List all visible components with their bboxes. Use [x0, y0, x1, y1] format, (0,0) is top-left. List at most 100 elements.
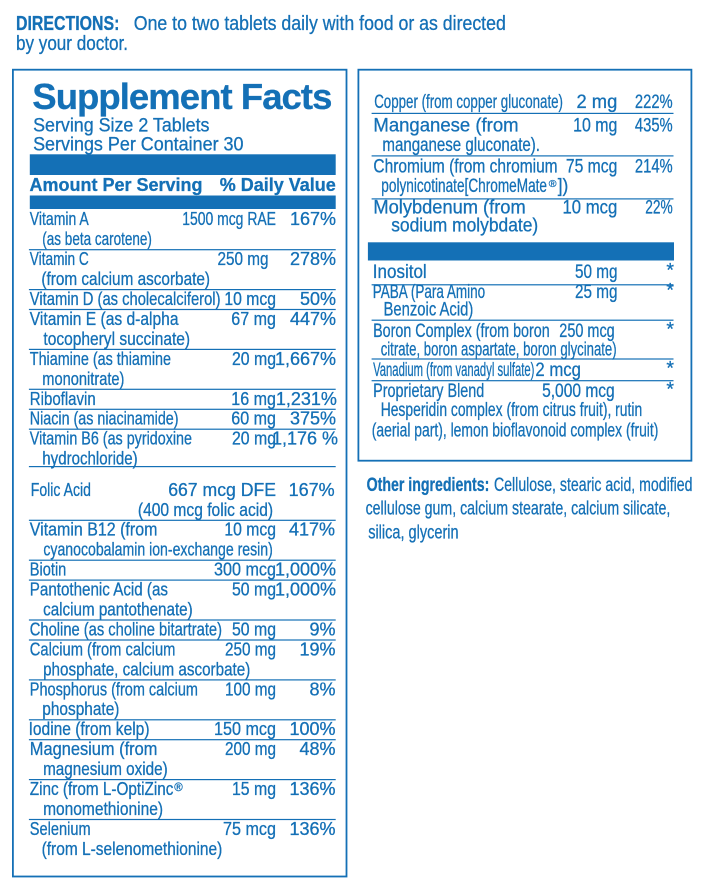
svg-text:Amount Per Serving: Amount Per Serving	[30, 175, 203, 195]
svg-text:8%: 8%	[309, 679, 335, 699]
svg-text:136%: 136%	[289, 779, 335, 799]
svg-text:200 mg: 200 mg	[225, 739, 276, 759]
svg-text:Iodine (from kelp): Iodine (from kelp)	[29, 719, 150, 739]
svg-text:75 mcg: 75 mcg	[566, 156, 617, 178]
svg-text:silica, glycerin: silica, glycerin	[368, 521, 458, 543]
svg-text:300 mcg: 300 mcg	[214, 560, 276, 580]
svg-text:*: *	[666, 319, 674, 341]
svg-text:One to two tablets daily with: One to two tablets daily with food or as…	[134, 13, 506, 35]
svg-text:cyanocobalamin ion-exchange re: cyanocobalamin ion-exchange resin)	[43, 540, 272, 560]
svg-text:Pantothenic Acid (as: Pantothenic Acid (as	[30, 580, 168, 600]
svg-text:10 mcg: 10 mcg	[224, 520, 276, 540]
svg-text:®: ®	[549, 178, 557, 190]
svg-text:Biotin: Biotin	[30, 560, 67, 580]
svg-text:Copper (from copper gluconate): Copper (from copper gluconate)	[374, 91, 563, 113]
svg-text:50 mg: 50 mg	[575, 261, 618, 283]
svg-text:Magnesium (from: Magnesium (from	[30, 739, 158, 759]
svg-text:(from L-selenomethionine): (from L-selenomethionine)	[42, 839, 223, 859]
svg-text:Vanadium (from vanadyl sulfate: Vanadium (from vanadyl sulfate)	[373, 359, 534, 381]
svg-text:Vitamin D (as cholecalciferol): Vitamin D (as cholecalciferol)	[30, 289, 221, 309]
svg-text:Riboflavin: Riboflavin	[30, 389, 96, 409]
svg-text:sodium molybdate): sodium molybdate)	[391, 215, 538, 237]
svg-text:67 mg: 67 mg	[231, 309, 276, 329]
svg-text:Zinc (from L-OptiZinc: Zinc (from L-OptiZinc	[30, 779, 174, 799]
svg-text:phosphate, calcium ascorbate): phosphate, calcium ascorbate)	[43, 659, 250, 679]
svg-text:1,000%: 1,000%	[275, 580, 336, 600]
svg-text:375%: 375%	[290, 409, 336, 429]
svg-text:100 mg: 100 mg	[225, 679, 276, 699]
svg-text:Vitamin C: Vitamin C	[30, 249, 89, 269]
svg-text:60 mg: 60 mg	[231, 409, 276, 429]
svg-text:*: *	[666, 260, 674, 282]
svg-text:Thiamine (as thiamine: Thiamine (as thiamine	[30, 349, 171, 369]
svg-text:(as beta carotene): (as beta carotene)	[42, 229, 152, 249]
svg-text:214%: 214%	[635, 156, 673, 178]
svg-text:Inositol: Inositol	[373, 261, 427, 283]
svg-text:222%: 222%	[635, 91, 673, 113]
svg-text:10 mcg: 10 mcg	[224, 289, 276, 309]
svg-text:22%: 22%	[645, 197, 673, 219]
svg-text:®: ®	[174, 782, 183, 794]
svg-text:435%: 435%	[635, 115, 673, 137]
svg-text:citrate, boron aspartate, boro: citrate, boron aspartate, boron glycinat…	[381, 338, 617, 360]
svg-text:phosphate): phosphate)	[42, 699, 119, 719]
svg-text:9%: 9%	[309, 620, 335, 640]
svg-text:Servings Per Container 30: Servings Per Container 30	[33, 135, 243, 156]
svg-text:167%: 167%	[290, 209, 336, 229]
svg-text:75 mcg: 75 mcg	[223, 819, 276, 839]
svg-text:278%: 278%	[290, 249, 336, 269]
svg-text:136%: 136%	[289, 819, 335, 839]
svg-text:1,231%: 1,231%	[276, 389, 337, 409]
svg-text:by your doctor.: by your doctor.	[16, 33, 128, 55]
svg-text:Folic Acid: Folic Acid	[31, 480, 91, 500]
svg-text:Vitamin E (as d-alpha: Vitamin E (as d-alpha	[30, 309, 180, 329]
svg-text:PABA (Para Amino: PABA (Para Amino	[373, 281, 485, 303]
svg-text:2 mg: 2 mg	[577, 91, 618, 113]
svg-text:48%: 48%	[299, 739, 335, 759]
svg-text:Chromium (from chromium: Chromium (from chromium	[373, 156, 557, 178]
svg-text:monomethionine): monomethionine)	[43, 799, 163, 819]
svg-text:19%: 19%	[299, 639, 335, 659]
svg-text:417%: 417%	[289, 520, 335, 540]
svg-text:25 mg: 25 mg	[575, 281, 618, 303]
svg-text:1,000%: 1,000%	[275, 560, 336, 580]
svg-text:% Daily Value: % Daily Value	[220, 175, 336, 195]
svg-text:Cellulose, stearic acid, modif: Cellulose, stearic acid, modified	[494, 474, 693, 496]
svg-text:Selenium: Selenium	[30, 819, 91, 839]
svg-text:]): ])	[558, 175, 569, 197]
svg-text:Phosphorus (from calcium: Phosphorus (from calcium	[30, 679, 198, 699]
svg-text:manganese gluconate).: manganese gluconate).	[382, 134, 540, 156]
svg-text:10 mg: 10 mg	[573, 115, 617, 137]
svg-text:150 mcg: 150 mcg	[214, 719, 276, 739]
svg-text:16 mg: 16 mg	[231, 389, 276, 409]
svg-text:Hesperidin complex (from citru: Hesperidin complex (from citrus fruit), …	[381, 399, 643, 421]
svg-text:Other ingredients:: Other ingredients:	[367, 474, 490, 496]
svg-text:447%: 447%	[290, 309, 336, 329]
svg-text:667 mcg DFE: 667 mcg DFE	[168, 480, 276, 500]
svg-text:1,176 %: 1,176 %	[272, 429, 338, 449]
svg-text:Vitamin B6 (as pyridoxine: Vitamin B6 (as pyridoxine	[30, 429, 192, 449]
svg-text:20 mg: 20 mg	[232, 349, 276, 369]
svg-text:20 mg: 20 mg	[232, 429, 276, 449]
svg-text:Choline (as choline bitartrate: Choline (as choline bitartrate)	[30, 620, 222, 640]
svg-text:10 mcg: 10 mcg	[563, 197, 618, 219]
svg-text:5,000 mcg: 5,000 mcg	[542, 380, 615, 402]
svg-text:*: *	[666, 279, 674, 301]
svg-text:Benzoic Acid): Benzoic Acid)	[384, 298, 474, 320]
svg-text:Boron Complex (from boron: Boron Complex (from boron	[373, 320, 550, 342]
svg-text:250 mcg: 250 mcg	[559, 320, 614, 342]
svg-text:50%: 50%	[300, 289, 336, 309]
svg-text:15 mg: 15 mg	[232, 779, 276, 799]
svg-text:100%: 100%	[289, 719, 335, 739]
svg-text:tocopheryl succinate): tocopheryl succinate)	[43, 329, 190, 349]
svg-text:magnesium oxide): magnesium oxide)	[43, 759, 168, 779]
svg-text:1500 mcg RAE: 1500 mcg RAE	[182, 209, 276, 229]
svg-text:cellulose gum, calcium stearat: cellulose gum, calcium stearate, calcium…	[366, 498, 671, 520]
svg-text:167%: 167%	[289, 480, 335, 500]
svg-text:1,667%: 1,667%	[275, 349, 336, 369]
svg-text:50 mg: 50 mg	[232, 580, 276, 600]
svg-text:(400 mcg folic acid): (400 mcg folic acid)	[138, 500, 273, 520]
svg-text:calcium pantothenate): calcium pantothenate)	[43, 600, 193, 620]
svg-text:Vitamin B12 (from: Vitamin B12 (from	[30, 520, 158, 540]
svg-text:mononitrate): mononitrate)	[42, 369, 124, 389]
